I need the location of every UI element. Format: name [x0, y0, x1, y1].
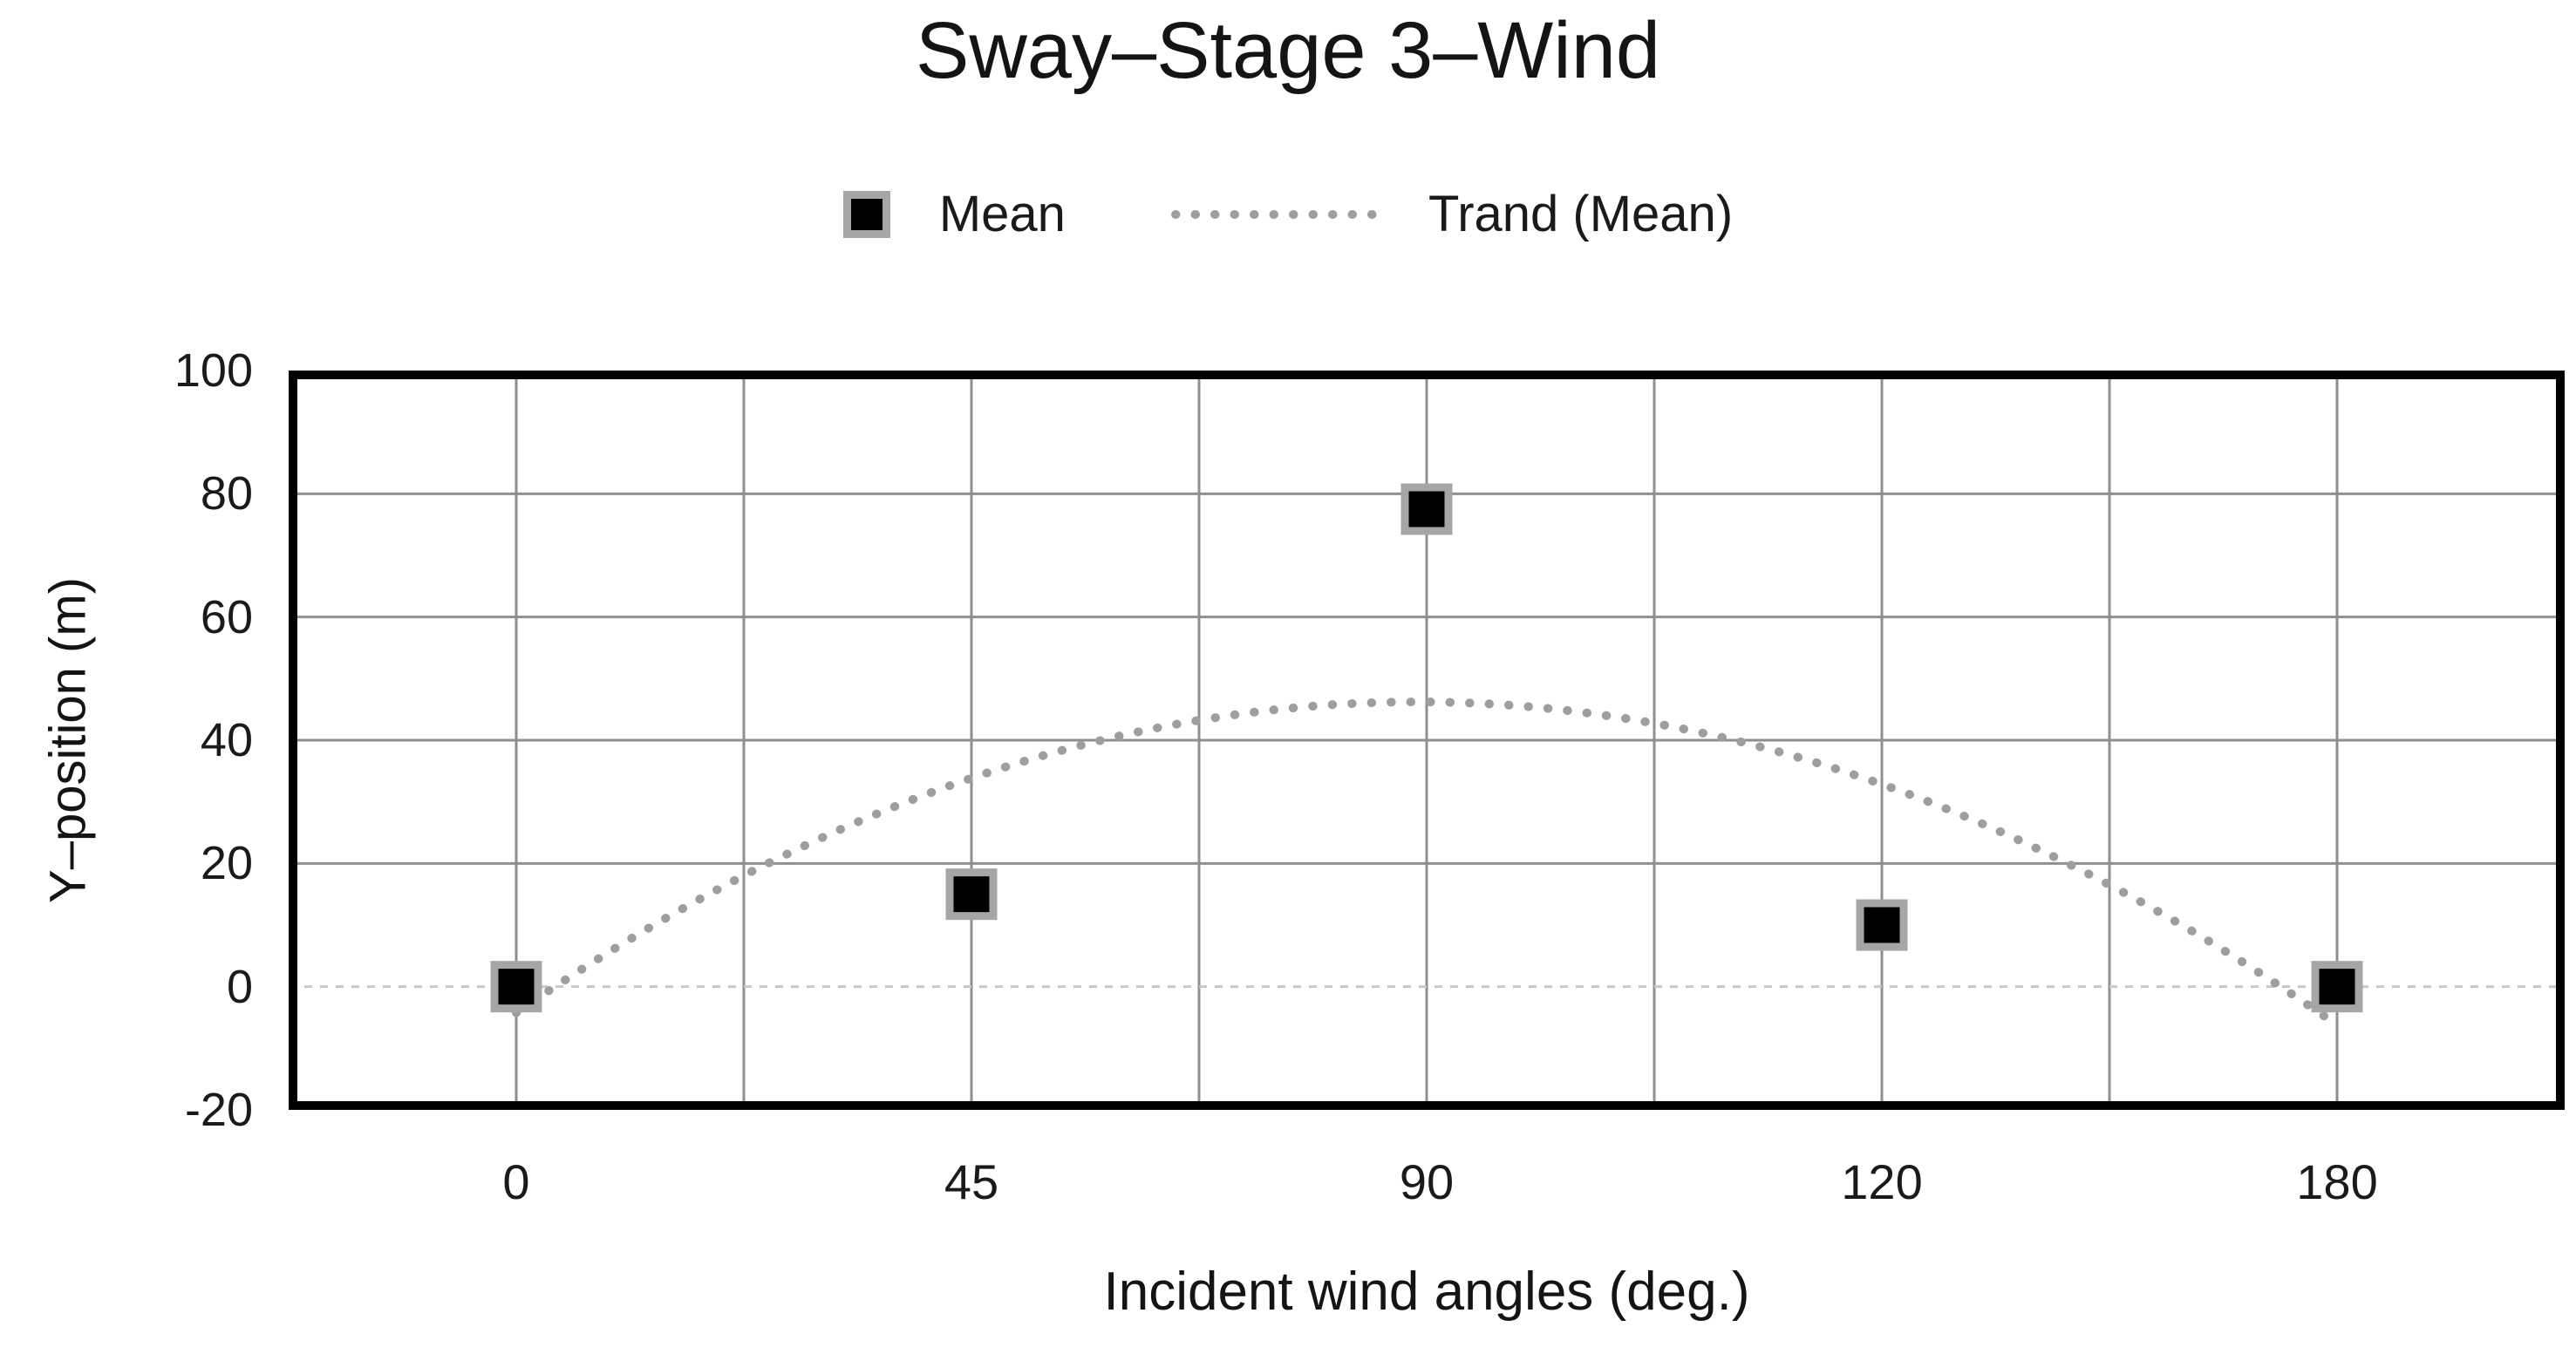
x-tick-label: 120 [1841, 1154, 1923, 1209]
legend-label-mean: Mean [938, 186, 1066, 242]
data-point-marker [2311, 961, 2363, 1013]
y-tick-label: 100 [174, 344, 253, 397]
trend-line [512, 697, 2341, 1030]
x-tick-label: 90 [1399, 1154, 1455, 1209]
y-tick-label: -20 [184, 1084, 253, 1136]
y-tick-label: 80 [200, 467, 253, 521]
x-tick-label: 0 [502, 1154, 530, 1209]
legend-item-mean: Mean [842, 185, 1066, 243]
y-tick-label: 40 [200, 714, 253, 766]
plot-area [289, 371, 2565, 1110]
data-point-marker [1856, 899, 1908, 951]
legend-label-trend: Trand (Mean) [1428, 186, 1734, 242]
plot-border [289, 371, 2565, 1110]
x-tick-label: 45 [944, 1154, 999, 1209]
x-tick-label: 180 [2296, 1154, 2378, 1209]
data-point-marker [1400, 483, 1453, 535]
y-tick-label: 20 [200, 837, 253, 890]
dotted-line-icon [1170, 209, 1379, 219]
legend-item-trend: Trand (Mean) [1170, 185, 1733, 243]
y-tick-label: 0 [226, 960, 253, 1013]
legend: Mean Trand (Mean) [0, 185, 2576, 243]
chart-title: Sway–Stage 3–Wind [915, 6, 1661, 95]
y-tick-label: 60 [200, 590, 253, 643]
data-point-marker [945, 868, 998, 921]
data-point-marker [490, 961, 542, 1013]
x-axis-title: Incident wind angles (deg.) [1103, 1262, 1750, 1322]
square-marker-icon [842, 190, 890, 238]
